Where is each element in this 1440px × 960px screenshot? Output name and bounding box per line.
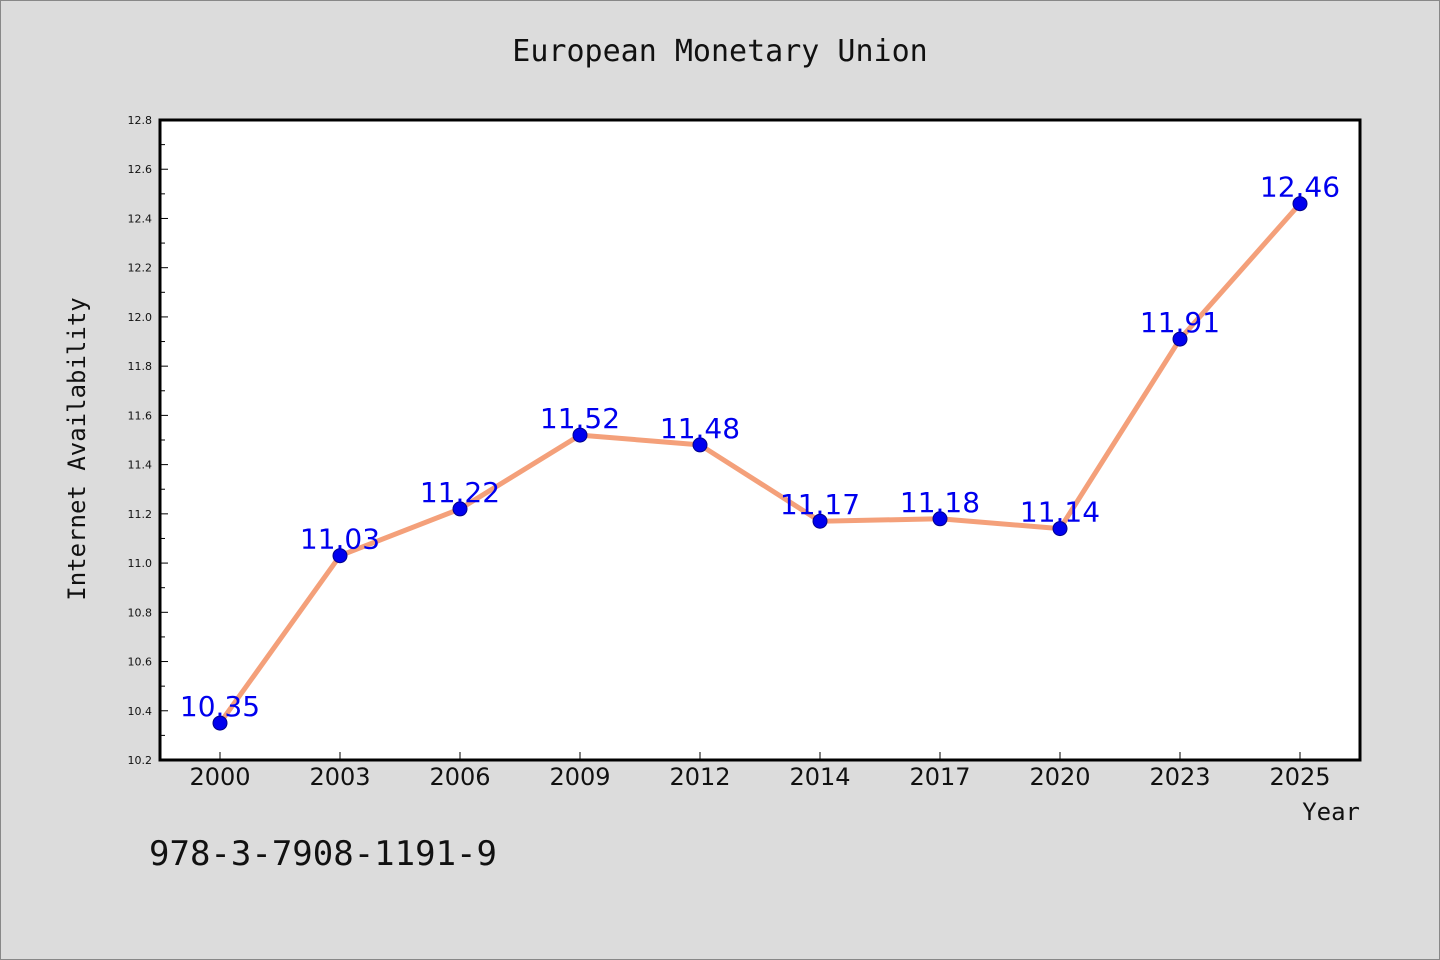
data-point bbox=[332, 548, 348, 564]
data-point bbox=[452, 501, 468, 517]
plot-area bbox=[160, 120, 1360, 760]
x-tick-label: 2000 bbox=[189, 763, 250, 791]
series-line bbox=[217, 202, 1302, 725]
y-tick-label: 10.4 bbox=[128, 705, 153, 718]
y-tick-label: 12.6 bbox=[128, 163, 153, 176]
x-tick-label: 2014 bbox=[789, 763, 850, 791]
isbn-text: 978-3-7908-1191-9 bbox=[149, 834, 497, 874]
data-label: 11.17 bbox=[780, 488, 860, 521]
y-tick-label: 10.2 bbox=[128, 754, 153, 767]
data-label: 11.22 bbox=[420, 476, 500, 509]
chart-title: European Monetary Union bbox=[512, 34, 928, 69]
x-axis-label: Year bbox=[1302, 798, 1360, 826]
y-tick-label: 11.6 bbox=[128, 409, 153, 422]
data-point bbox=[932, 511, 948, 527]
x-tick-label: 2012 bbox=[669, 763, 730, 791]
y-tick-label: 10.6 bbox=[128, 656, 153, 669]
data-point bbox=[812, 513, 828, 529]
y-tick-label: 11.4 bbox=[128, 459, 153, 472]
y-tick-label: 11.8 bbox=[128, 360, 153, 373]
data-point bbox=[1292, 196, 1308, 212]
x-tick-label: 2025 bbox=[1269, 763, 1330, 791]
y-tick-label: 11.0 bbox=[128, 557, 153, 570]
y-tick-label: 12.8 bbox=[128, 114, 153, 127]
y-tick-label: 11.2 bbox=[128, 508, 153, 521]
data-label: 11.48 bbox=[660, 412, 740, 445]
y-tick-label: 12.4 bbox=[128, 212, 153, 225]
data-point bbox=[572, 427, 588, 443]
x-tick-label: 2017 bbox=[909, 763, 970, 791]
data-label: 11.14 bbox=[1020, 496, 1100, 529]
data-point bbox=[1172, 331, 1188, 347]
x-tick-label: 2023 bbox=[1149, 763, 1210, 791]
x-tick-label: 2003 bbox=[309, 763, 370, 791]
data-point bbox=[212, 715, 228, 731]
data-label: 11.18 bbox=[900, 486, 980, 519]
y-tick-label: 12.2 bbox=[128, 262, 153, 275]
x-tick-label: 2006 bbox=[429, 763, 490, 791]
data-point bbox=[692, 437, 708, 453]
x-tick-label: 2009 bbox=[549, 763, 610, 791]
plot-border bbox=[158, 118, 1362, 762]
y-tick-label: 10.8 bbox=[128, 606, 153, 619]
x-tick-label: 2020 bbox=[1029, 763, 1090, 791]
data-label: 11.03 bbox=[300, 523, 380, 556]
data-point bbox=[1052, 521, 1068, 537]
y-axis-label: Internet Availability bbox=[63, 297, 91, 600]
y-tick-label: 12.0 bbox=[128, 311, 153, 324]
data-label: 11.52 bbox=[540, 402, 620, 435]
data-label: 10.35 bbox=[180, 690, 260, 723]
data-label: 11.91 bbox=[1140, 306, 1220, 339]
data-label: 12.46 bbox=[1260, 171, 1340, 204]
